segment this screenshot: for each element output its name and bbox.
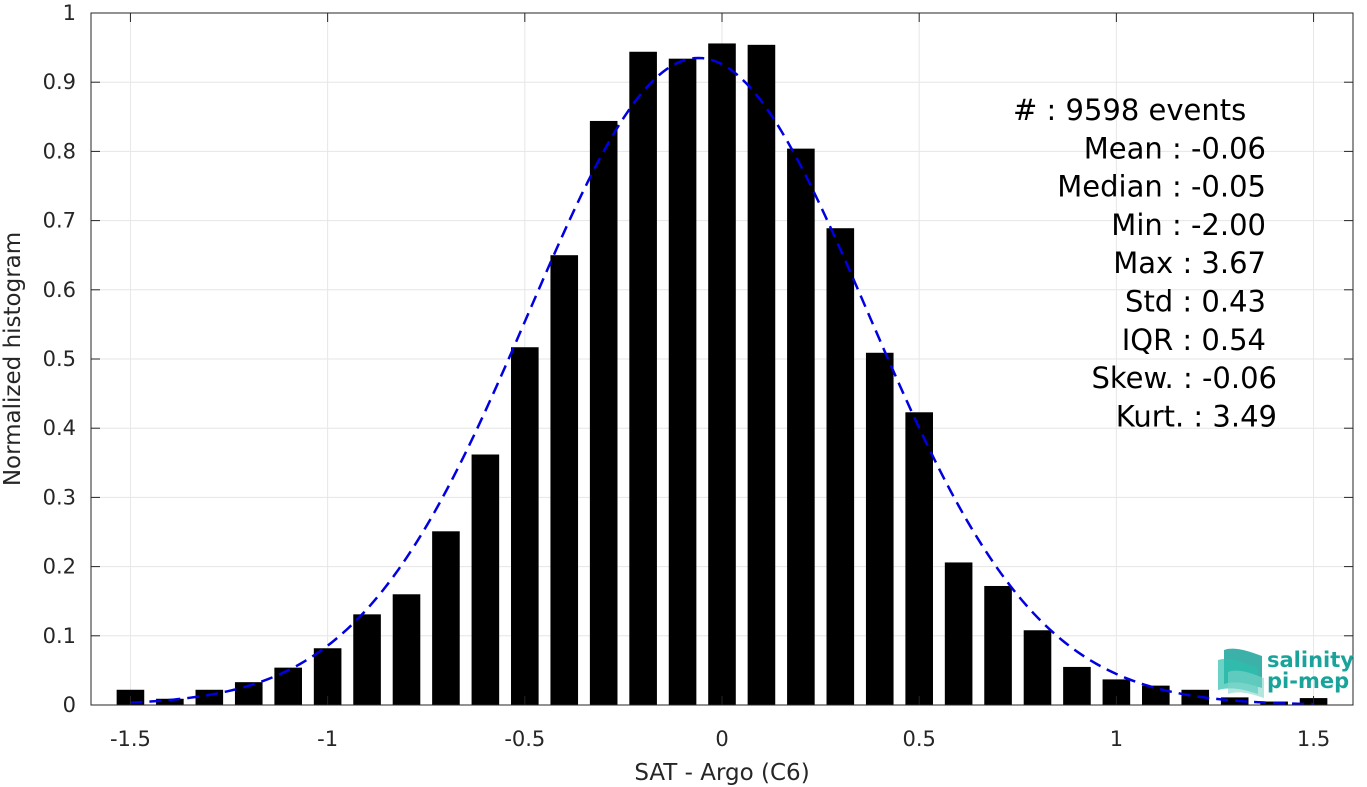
histogram-bar xyxy=(668,58,697,706)
x-tick-label: -1.5 xyxy=(110,727,151,751)
x-axis-label: SAT - Argo (C6) xyxy=(634,760,809,786)
histogram-bar xyxy=(629,51,657,705)
histogram-bar xyxy=(1023,630,1052,705)
histogram-bar xyxy=(274,667,302,705)
y-tick-label: 0.8 xyxy=(43,139,76,163)
histogram-bar xyxy=(353,614,381,705)
x-tick-label: 1.5 xyxy=(1297,727,1330,751)
histogram-bar xyxy=(1142,685,1170,705)
histogram-bar xyxy=(1063,666,1091,705)
y-axis-ticks: 0 0.1 0.2 0.3 0.4 0.5 0.6 0.7 0.8 0.9 1 xyxy=(43,1,1353,717)
stat-line: Max : 3.67 xyxy=(1113,246,1266,280)
histogram-bar xyxy=(234,682,263,705)
histogram-bar xyxy=(1220,697,1249,705)
histogram-bar xyxy=(747,44,776,705)
y-tick-label: 1 xyxy=(63,1,76,25)
histogram-bar xyxy=(195,689,224,705)
histogram-bar xyxy=(392,594,421,705)
stat-line: Skew. : -0.06 xyxy=(1091,361,1277,395)
histogram-bar xyxy=(865,352,894,705)
stat-line: Min : -2.00 xyxy=(1111,208,1266,242)
stat-line: IQR : 0.54 xyxy=(1122,323,1266,357)
salinity-pi-mep-logo: salinity pi-mep xyxy=(1218,648,1354,698)
histogram-bar xyxy=(984,585,1012,705)
logo-text-salinity: salinity xyxy=(1267,648,1354,672)
histogram-bar xyxy=(550,255,579,705)
histogram-bars xyxy=(116,43,1328,706)
histogram-bar xyxy=(432,531,460,705)
histogram-bar xyxy=(156,698,184,705)
y-tick-label: 0.9 xyxy=(43,70,76,94)
stat-line: Std : 0.43 xyxy=(1125,285,1266,319)
stat-line: Median : -0.05 xyxy=(1057,170,1266,204)
x-axis-ticks: -1.5 -1 -0.5 0 0.5 1 1.5 xyxy=(110,13,1330,751)
y-tick-label: 0.5 xyxy=(43,347,76,371)
histogram-bar xyxy=(905,412,933,705)
y-tick-label: 0.1 xyxy=(43,624,76,648)
statistics-box: # : 9598 events Mean : -0.06 Median : -0.0… xyxy=(1013,93,1277,433)
histogram-bar xyxy=(511,347,539,705)
gaussian-fit-curve xyxy=(130,56,1314,706)
histogram-bar xyxy=(708,43,736,705)
histogram-bar xyxy=(1181,689,1210,705)
y-tick-label: 0.7 xyxy=(43,209,76,233)
stat-line: Kurt. : 3.49 xyxy=(1116,399,1277,433)
x-tick-label: 1 xyxy=(1110,727,1123,751)
histogram-bar xyxy=(313,648,342,705)
histogram-bar xyxy=(787,148,815,705)
x-tick-label: -1 xyxy=(317,727,338,751)
y-tick-label: 0.6 xyxy=(43,278,76,302)
x-tick-label: -0.5 xyxy=(504,727,545,751)
histogram-bar xyxy=(471,454,500,705)
histogram-bar xyxy=(826,228,855,705)
stat-line: Mean : -0.06 xyxy=(1084,131,1266,165)
y-tick-label: 0.3 xyxy=(43,485,76,509)
x-tick-label: 0.5 xyxy=(902,727,935,751)
stat-line: # : 9598 events xyxy=(1013,93,1246,127)
logo-text-pi-mep: pi-mep xyxy=(1267,669,1349,693)
y-tick-label: 0.4 xyxy=(43,416,76,440)
x-tick-label: 0 xyxy=(715,727,728,751)
wave-logo-icon xyxy=(1218,648,1264,698)
y-tick-label: 0 xyxy=(63,693,76,717)
y-axis-label: Normalized histogram xyxy=(0,232,26,486)
histogram-bar xyxy=(589,120,618,705)
y-tick-label: 0.2 xyxy=(43,555,76,579)
histogram-bar xyxy=(944,562,973,705)
